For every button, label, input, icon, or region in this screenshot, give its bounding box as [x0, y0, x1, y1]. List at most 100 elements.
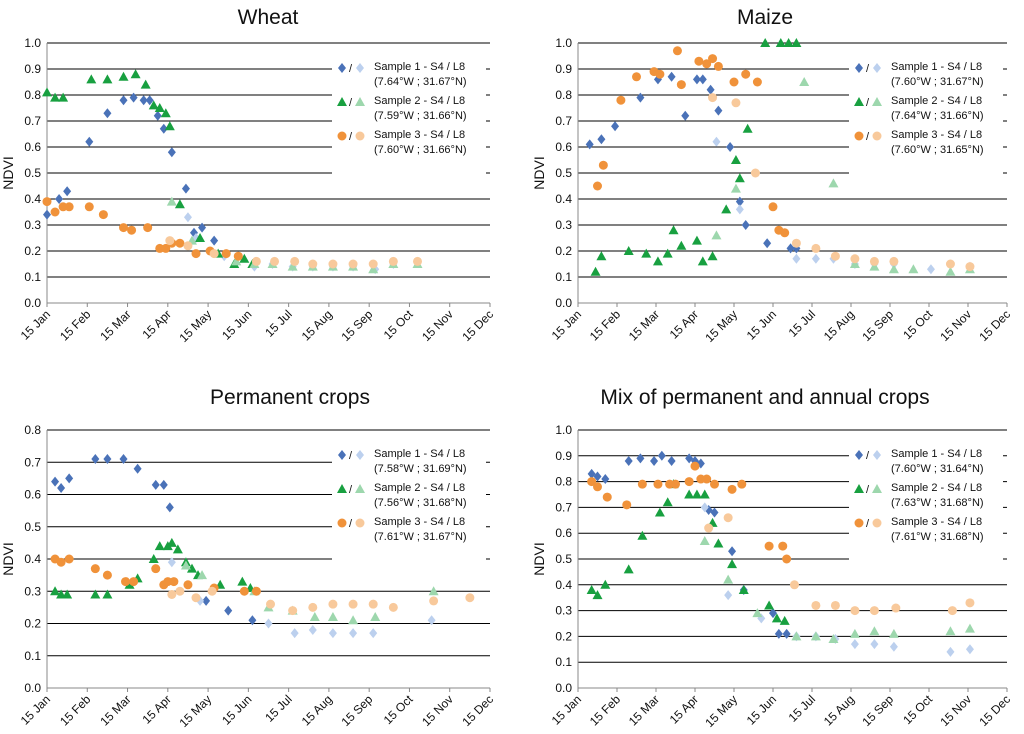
- legend-label: Sample 1 - S4 / L8: [891, 448, 982, 460]
- y-axis-label: NDVI: [0, 542, 16, 575]
- data-point-sample2-l8: [287, 261, 298, 271]
- y-tick-label: 0.1: [555, 270, 572, 284]
- data-point-sample3-l8: [175, 586, 185, 596]
- data-point-sample2-s4: [166, 537, 177, 547]
- legend-marker-l8: [873, 63, 881, 73]
- data-point-sample3-l8: [388, 602, 398, 612]
- legend-label: Sample 1 - S4 / L8: [374, 448, 465, 460]
- data-point-sample2-l8: [180, 560, 191, 570]
- legend-marker-l8: [355, 518, 365, 528]
- legend-marker-s4: [337, 518, 347, 528]
- data-point-sample2-l8: [711, 230, 722, 240]
- data-point-sample3-s4: [56, 557, 66, 567]
- x-tick-label: 15 Nov: [419, 692, 456, 729]
- data-point-sample1-s4: [714, 105, 723, 116]
- x-tick-label: 15 Mar: [626, 692, 662, 728]
- y-tick-label: 0.2: [24, 244, 41, 258]
- data-point-sample2-s4: [734, 173, 745, 183]
- y-tick-label: 0.5: [24, 166, 41, 180]
- x-tick-label: 15 Dec: [459, 692, 496, 729]
- legend-coords: (7.63°W ; 31.68°N): [891, 497, 984, 509]
- data-point-sample1-l8: [700, 502, 709, 513]
- x-tick-label: 15 Jun: [744, 692, 779, 727]
- data-point-sample2-s4: [791, 38, 802, 47]
- data-point-sample3-l8: [290, 256, 300, 266]
- data-point-sample1-s4: [165, 502, 174, 513]
- chart-panel: Permanent crops NDVI 0.0 0.1 0.2 0.3 0.4 0.5 0.6…: [0, 386, 496, 730]
- data-point-sample3-s4: [672, 46, 682, 56]
- data-point-sample2-l8: [869, 261, 880, 271]
- data-point-sample2-l8: [368, 264, 379, 274]
- data-point-sample1-s4: [611, 121, 620, 132]
- data-point-sample2-l8: [327, 612, 338, 622]
- legend-slash: /: [349, 63, 353, 75]
- legend-slash: /: [349, 131, 353, 143]
- data-point-sample2-s4: [600, 579, 611, 589]
- legend-label: Sample 1 - S4 / L8: [374, 61, 465, 73]
- legend-coords: (7.60°W ; 31.65°N): [891, 144, 984, 156]
- data-point-sample1-l8: [735, 204, 744, 215]
- data-point-sample1-s4: [681, 110, 690, 121]
- data-point-sample3-s4: [713, 61, 723, 71]
- y-tick-label: 0.6: [555, 526, 572, 540]
- legend-coords: (7.60°W ; 31.66°N): [374, 144, 467, 156]
- data-point-sample3-s4: [121, 577, 131, 587]
- data-point-sample3-s4: [729, 77, 739, 87]
- data-point-sample3-s4: [127, 225, 137, 235]
- data-point-sample3-s4: [690, 461, 700, 471]
- data-point-sample1-l8: [946, 646, 955, 657]
- data-point-sample2-s4: [86, 74, 97, 84]
- data-point-sample2-l8: [723, 574, 734, 584]
- x-tick-label: 15 Apr: [140, 307, 174, 341]
- y-tick-label: 0.6: [555, 140, 572, 154]
- x-tick-label: 15 Dec: [459, 307, 496, 344]
- x-tick-label: 15 Aug: [299, 307, 335, 343]
- data-point-sample1-l8: [792, 253, 801, 264]
- y-tick-label: 1.0: [24, 36, 41, 50]
- data-point-sample1-l8: [965, 644, 974, 655]
- chart-panel: Maize NDVI 0.0 0.1 0.2 0.3 0.4 0.5 0.6 0.7 0.8 0.9 1…: [531, 6, 1013, 345]
- y-tick-label: 0.0: [24, 296, 41, 310]
- data-point-sample2-l8: [752, 608, 763, 618]
- y-tick-label: 0.6: [24, 140, 41, 154]
- x-tick-label: 15 Mar: [626, 307, 662, 343]
- x-tick-label: 15 Feb: [587, 692, 624, 729]
- data-point-sample2-l8: [699, 535, 710, 545]
- data-point-sample1-s4: [706, 84, 715, 95]
- data-point-sample3-s4: [64, 202, 74, 212]
- data-point-sample2-l8: [166, 196, 177, 206]
- data-point-sample3-s4: [251, 586, 261, 596]
- data-point-sample1-l8: [328, 628, 337, 639]
- data-point-sample1-s4: [667, 455, 676, 466]
- legend-coords: (7.64°W ; 31.66°N): [891, 110, 984, 122]
- legend-label: Sample 1 - S4 / L8: [891, 61, 982, 73]
- data-point-sample2-s4: [783, 38, 794, 47]
- data-point-sample1-s4: [585, 139, 594, 150]
- y-tick-label: 0.5: [555, 166, 572, 180]
- data-point-sample3-l8: [791, 238, 801, 248]
- legend-coords: (7.61°W ; 31.67°N): [374, 531, 467, 543]
- data-point-sample1-s4: [145, 95, 154, 106]
- data-point-sample1-l8: [870, 639, 879, 650]
- legend-slash: /: [866, 450, 870, 462]
- data-point-sample3-l8: [308, 259, 318, 269]
- data-point-sample1-s4: [159, 123, 168, 134]
- x-tick-label: 15 Sep: [339, 307, 376, 344]
- x-tick-label: 15 May: [702, 307, 740, 345]
- y-tick-label: 0.9: [555, 62, 572, 76]
- data-point-sample3-s4: [98, 210, 108, 220]
- data-point-sample3-l8: [308, 602, 318, 612]
- data-point-sample3-s4: [684, 477, 694, 487]
- y-tick-label: 0.7: [555, 500, 572, 514]
- x-tick-label: 15 Nov: [419, 307, 456, 344]
- data-point-sample3-s4: [64, 554, 74, 564]
- y-tick-label: 0.2: [555, 244, 572, 258]
- data-point-sample1-l8: [167, 557, 176, 568]
- y-tick-label: 1.0: [555, 423, 572, 437]
- data-point-sample1-s4: [103, 108, 112, 119]
- y-tick-label: 0.3: [24, 218, 41, 232]
- data-point-sample1-s4: [202, 595, 211, 606]
- legend-label: Sample 3 - S4 / L8: [891, 516, 982, 528]
- y-tick-label: 0.9: [24, 62, 41, 76]
- data-point-sample3-s4: [778, 541, 788, 551]
